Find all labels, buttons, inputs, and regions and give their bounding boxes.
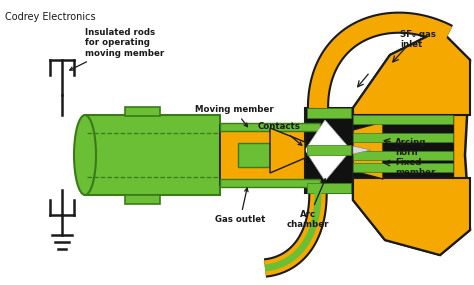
Bar — [220, 123, 320, 131]
Polygon shape — [353, 122, 383, 179]
Bar — [85, 115, 220, 195]
Bar — [353, 115, 453, 178]
Text: Contacts: Contacts — [258, 122, 302, 145]
Bar — [353, 151, 453, 160]
Polygon shape — [305, 125, 340, 185]
Text: Codrey Electronics: Codrey Electronics — [5, 12, 96, 22]
Bar — [307, 108, 351, 118]
Bar — [353, 163, 453, 172]
Bar — [307, 183, 351, 193]
Bar — [353, 133, 453, 142]
Text: Fixed
member: Fixed member — [395, 158, 436, 177]
Text: Gas outlet: Gas outlet — [215, 188, 265, 224]
Bar — [220, 125, 305, 185]
Bar — [238, 143, 276, 167]
Polygon shape — [270, 128, 305, 173]
Text: Arcing
horn: Arcing horn — [395, 138, 427, 157]
Text: Moving member: Moving member — [195, 105, 274, 127]
Polygon shape — [353, 30, 470, 115]
Text: Arc
chamber: Arc chamber — [287, 179, 329, 229]
Text: SF₆ gas
inlet: SF₆ gas inlet — [400, 30, 436, 49]
Ellipse shape — [74, 115, 96, 195]
Bar — [353, 115, 453, 124]
Polygon shape — [353, 146, 371, 154]
Bar — [125, 107, 160, 116]
Polygon shape — [305, 120, 351, 181]
Bar — [125, 195, 160, 204]
Polygon shape — [353, 30, 470, 255]
Bar — [305, 108, 353, 193]
Bar — [220, 179, 320, 187]
Bar — [307, 145, 351, 155]
Polygon shape — [353, 178, 470, 255]
Text: Insulated rods
for operating
moving member: Insulated rods for operating moving memb… — [70, 28, 164, 70]
